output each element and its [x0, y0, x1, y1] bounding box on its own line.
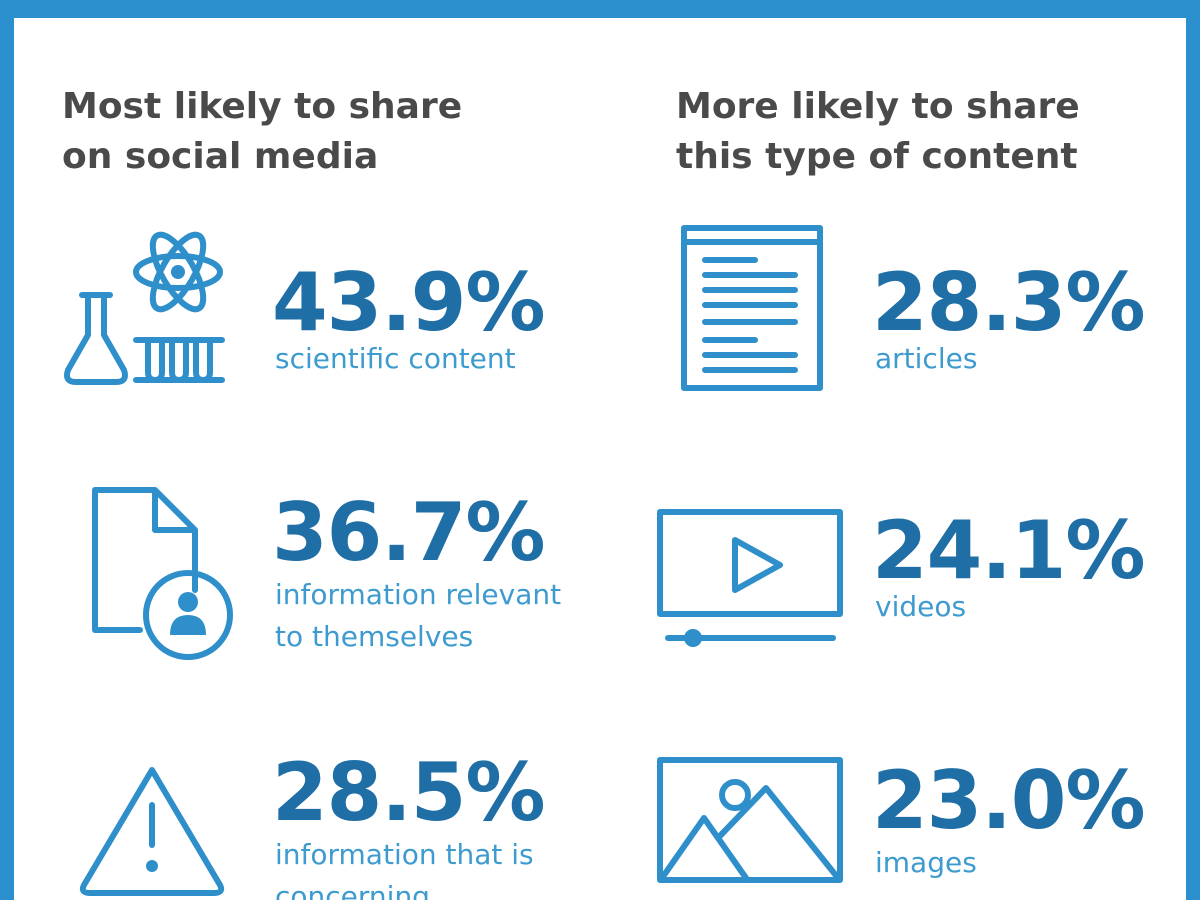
- stat-value: 36.7%: [272, 486, 545, 579]
- stat-label: concerning: [275, 880, 430, 900]
- stat-label: to themselves: [275, 620, 473, 653]
- heading-line: More likely to share: [676, 86, 1080, 127]
- stat-value: 23.0%: [872, 754, 1145, 847]
- heading-line: Most likely to share: [62, 86, 462, 127]
- heading-line: on social media: [62, 136, 378, 177]
- stat-value: 43.9%: [272, 256, 545, 349]
- heading-line: this type of content: [676, 136, 1078, 177]
- personal-document-icon: [92, 487, 233, 660]
- stat-value: 24.1%: [872, 504, 1145, 597]
- image-icon: [657, 757, 843, 883]
- stat-label: images: [875, 846, 977, 879]
- stat-label: information that is: [275, 838, 534, 871]
- stat-value: 28.5%: [272, 746, 545, 839]
- warning-icon: [79, 767, 225, 896]
- science-icon: [64, 231, 225, 385]
- video-icon: [657, 509, 843, 647]
- stat-label: videos: [875, 590, 966, 623]
- stat-label: information relevant: [275, 578, 561, 611]
- stat-value: 28.3%: [872, 256, 1145, 349]
- stat-label: scientific content: [275, 342, 516, 375]
- stat-label: articles: [875, 342, 977, 375]
- panel: [14, 18, 1186, 900]
- article-icon: [681, 225, 823, 391]
